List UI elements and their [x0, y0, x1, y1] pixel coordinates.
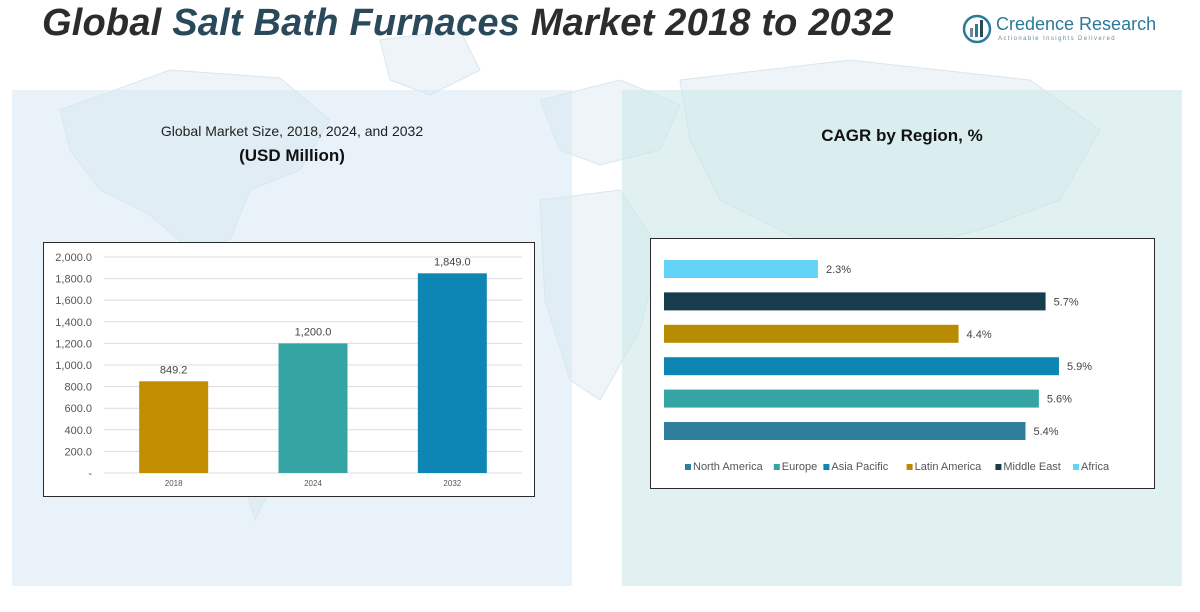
legend-label-asia-pacific: Asia Pacific [831, 461, 888, 473]
legend-swatch-north-america [685, 464, 691, 470]
y-tick-label: - [88, 468, 92, 480]
cagr-title: CAGR by Region, % [821, 126, 983, 145]
y-tick-label: 1,800.0 [55, 274, 92, 286]
y-tick-label: 1,600.0 [55, 295, 92, 307]
bar-europe [664, 389, 1039, 408]
cagr-bar-chart: 2.3% 5.7% 4.4% 5.9% 5.6% 5.4% North America Eur… [664, 260, 1110, 473]
brand-name: Credence Research [996, 14, 1157, 34]
data-label-europe: 5.6% [1047, 394, 1072, 406]
data-label-2018: 849.2 [160, 364, 188, 376]
title-highlight: Salt Bath Furnaces [172, 2, 521, 44]
data-label-middle-east: 5.7% [1054, 296, 1079, 308]
legend-swatch-europe [773, 464, 780, 470]
legend-swatch-middle-east [995, 464, 1002, 470]
data-label-asia-pacific: 5.9% [1067, 361, 1092, 373]
y-tick-label: 1,000.0 [55, 360, 92, 372]
bar-2018 [139, 381, 209, 473]
y-tick-label: 2,000.0 [55, 252, 92, 264]
bar-north-america [664, 422, 1026, 440]
brand-logo: Credence Research Actionable Insights De… [962, 12, 1162, 46]
brand-tagline: Actionable Insights Delivered [998, 36, 1116, 42]
y-tick-label: 600.0 [64, 403, 92, 415]
data-label-2024: 1,200.0 [295, 326, 332, 338]
page-title: Global Salt Bath Furnaces Market 2018 to… [42, 2, 894, 45]
data-label-africa: 2.3% [826, 264, 851, 276]
y-tick-label: 800.0 [64, 382, 92, 394]
legend-label-africa: Africa [1081, 461, 1110, 473]
data-label-2032: 1,849.0 [434, 256, 471, 268]
legend-swatch-latin-america [906, 464, 913, 470]
title-suffix: Market 2018 to 2032 [520, 2, 894, 44]
bar-latin-america [664, 324, 959, 343]
x-tick-label: 2018 [165, 479, 183, 488]
y-tick-label: 1,200.0 [55, 338, 92, 350]
legend-label-north-america: North America [693, 461, 764, 473]
legend-swatch-africa [1073, 464, 1079, 470]
market-size-title: Global Market Size, 2018, 2024, and 2032 [160, 123, 424, 139]
legend-swatch-asia-pacific [823, 464, 830, 470]
title-prefix: Global [42, 2, 173, 44]
x-tick-label: 2024 [304, 479, 322, 488]
legend-label-europe: Europe [782, 461, 817, 473]
bar-2032 [417, 273, 487, 473]
bar-africa [664, 260, 818, 278]
x-tick-label: 2032 [443, 479, 461, 488]
bar-2024 [278, 343, 348, 473]
y-tick-label: 400.0 [64, 425, 92, 437]
data-label-north-america: 5.4% [1033, 426, 1058, 438]
market-size-chart: - 200.0 400.0 600.0 800.0 1,000.0 1,200.0 1,400… [43, 242, 535, 497]
cagr-chart: 2.3% 5.7% 4.4% 5.9% 5.6% 5.4% North America Eur… [650, 238, 1155, 489]
market-size-bar-chart: - 200.0 400.0 600.0 800.0 1,000.0 1,200.0 1,400… [55, 252, 522, 488]
y-tick-label: 200.0 [64, 446, 92, 458]
data-label-latin-america: 4.4% [967, 329, 992, 341]
legend-label-middle-east: Middle East [1003, 461, 1060, 473]
y-tick-label: 1,400.0 [55, 317, 92, 329]
bar-asia-pacific [664, 357, 1059, 376]
market-size-unit: (USD Million) [239, 146, 345, 165]
legend-label-latin-america: Latin America [915, 461, 983, 473]
credence-logo-icon [962, 14, 992, 44]
bar-middle-east [664, 292, 1046, 311]
